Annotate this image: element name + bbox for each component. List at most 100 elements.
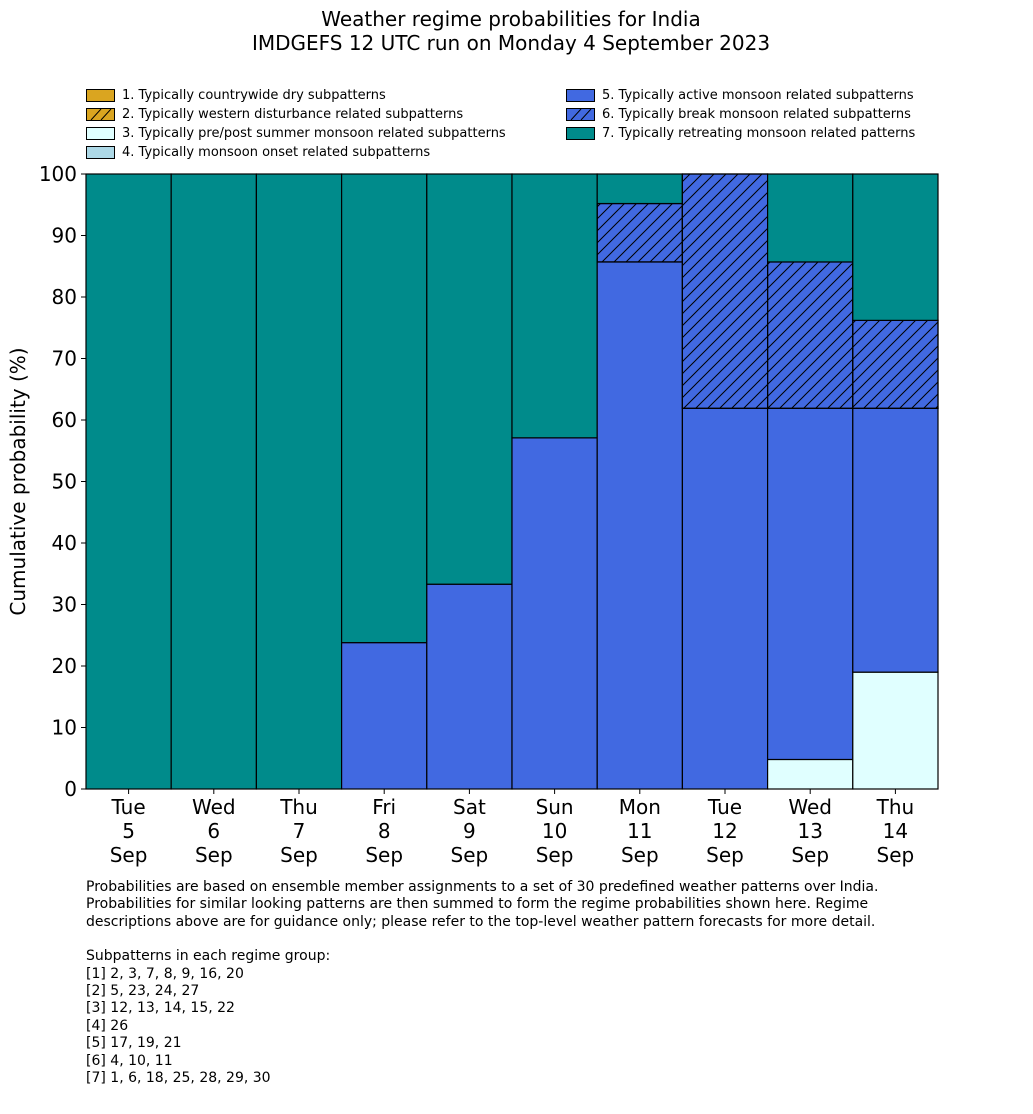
legend-item: 5. Typically active monsoon related subp… (566, 86, 914, 105)
chart-title-line1: Weather regime probabilities for India (321, 7, 701, 31)
y-tick-label: 60 (52, 408, 77, 432)
x-tick-label: 11 (627, 819, 652, 843)
x-tick-label: 13 (797, 819, 822, 843)
bar-segment-hatch (596, 202, 684, 263)
bar-segment-7 (170, 173, 257, 790)
y-tick-label: 80 (52, 285, 77, 309)
bar-segment-7 (766, 173, 854, 263)
legend-swatch (86, 89, 115, 102)
x-tick-label: Sep (110, 843, 148, 867)
y-axis-label: Cumulative probability (%) (6, 347, 30, 615)
y-tick-label: 20 (52, 654, 77, 678)
x-tick-label: Sep (791, 843, 829, 867)
legend-label: 6. Typically break monsoon related subpa… (602, 107, 911, 122)
legend-label: 1. Typically countrywide dry subpatterns (122, 88, 386, 103)
x-tick-label: Sep (877, 843, 915, 867)
bar-segment-3 (852, 671, 939, 790)
legend-label: 5. Typically active monsoon related subp… (602, 88, 914, 103)
stacked-bar-chart: 0 10 20 30 40 50 60 70 80 90 100 Cumulative probabi… (6, 162, 939, 867)
x-tick-label: Sep (280, 843, 318, 867)
y-tick-label: 10 (52, 716, 77, 740)
bar-segment-7 (341, 173, 428, 644)
legend-label: 7. Typically retreating monsoon related … (602, 126, 916, 141)
notes: Probabilities are based on ensemble memb… (86, 879, 1006, 1087)
x-tick-label: Sep (451, 843, 489, 867)
group-line: [2] 5, 23, 24, 27 (86, 983, 200, 1000)
legend-item: 2. Typically western disturbance related… (86, 105, 463, 124)
x-tick-label: Sep (621, 843, 659, 867)
chart-title-line2: IMDGEFS 12 UTC run on Monday 4 September… (251, 31, 771, 55)
x-tick-label: 5 (122, 819, 135, 843)
legend-swatch (566, 127, 595, 140)
legend-item: 6. Typically break monsoon related subpa… (566, 105, 911, 124)
x-tick-label: Thu (876, 795, 915, 819)
legend-label: 2. Typically western disturbance related… (122, 107, 464, 122)
x-tick-label: Tue (111, 795, 146, 819)
bar-segment-7 (852, 173, 939, 321)
legend-label: 3. Typically pre/post summer monsoon rel… (122, 126, 506, 141)
bar-segment-7 (426, 173, 513, 585)
x-tick-label: 9 (463, 819, 476, 843)
y-tick-label: 30 (52, 593, 77, 617)
bar-segment-7 (511, 173, 598, 439)
y-tick-label: 40 (52, 531, 77, 555)
bar-segment-5 (681, 407, 769, 790)
bar-segment-hatch (681, 173, 769, 409)
bar-segment-3 (766, 758, 854, 790)
legend-swatch (566, 108, 595, 121)
bar-segment-5 (341, 642, 428, 790)
x-tick-label: 14 (883, 819, 908, 843)
x-tick-label: 10 (542, 819, 567, 843)
x-tick-label: Thu (279, 795, 318, 819)
legend-swatch (566, 89, 595, 102)
group-line: [7] 1, 6, 18, 25, 28, 29, 30 (86, 1070, 271, 1087)
group-line: [5] 17, 19, 21 (86, 1035, 182, 1052)
x-tick-label: 7 (293, 819, 306, 843)
x-tick-label: Sep (195, 843, 233, 867)
bar-segment-hatch (852, 319, 939, 409)
y-tick-label: 0 (64, 777, 77, 801)
x-tick-label: Wed (788, 795, 832, 819)
legend-item: 7. Typically retreating monsoon related … (566, 124, 915, 143)
group-line: [3] 12, 13, 14, 15, 22 (86, 1000, 235, 1017)
y-tick-label: 100 (39, 162, 77, 186)
y-tick-label: 50 (52, 470, 77, 494)
legend-swatch (86, 146, 115, 159)
x-tick-label: 12 (712, 819, 737, 843)
notes-line: descriptions above are for guidance only… (86, 913, 876, 930)
group-line: [1] 2, 3, 7, 8, 9, 16, 20 (86, 965, 244, 982)
y-tick-label: 90 (52, 224, 77, 248)
notes-line: Probabilities are based on ensemble memb… (86, 879, 879, 895)
x-tick-label: Mon (619, 795, 661, 819)
group-line: [6] 4, 10, 11 (86, 1052, 173, 1069)
notes-line: Probabilities for similar looking patter… (86, 896, 869, 913)
bar-segment-5 (596, 261, 684, 790)
y-tick-label: 70 (52, 347, 77, 371)
bar-segment-5 (511, 437, 598, 790)
legend-swatch (86, 108, 115, 121)
legend-item: 4. Typically monsoon onset related subpa… (86, 143, 430, 162)
bar-segment-7 (596, 173, 684, 205)
bar-segment-5 (766, 407, 854, 761)
x-tick-label: Sat (453, 795, 486, 819)
x-tick-label: 6 (207, 819, 220, 843)
legend-item: 3. Typically pre/post summer monsoon rel… (86, 124, 506, 143)
x-tick-label: Sep (706, 843, 744, 867)
bar-segment-7 (85, 173, 172, 790)
x-tick-label: Wed (192, 795, 236, 819)
legend-item: 1. Typically countrywide dry subpatterns (86, 86, 386, 105)
legend: 1. Typically countrywide dry subpatterns… (0, 86, 1033, 166)
x-tick-label: Sep (536, 843, 574, 867)
bar-segment-7 (255, 173, 343, 790)
bar-segment-5 (852, 407, 939, 673)
group-line: [4] 26 (86, 1017, 129, 1034)
legend-swatch (86, 127, 115, 140)
bar-segment-5 (426, 583, 513, 790)
x-tick-label: Fri (372, 795, 396, 819)
groups-heading: Subpatterns in each regime group: (86, 948, 331, 965)
x-tick-label: Sun (536, 795, 574, 819)
x-tick-label: Sep (365, 843, 403, 867)
x-tick-label: Tue (707, 795, 742, 819)
x-tick-label: 8 (378, 819, 391, 843)
legend-label: 4. Typically monsoon onset related subpa… (122, 145, 431, 160)
